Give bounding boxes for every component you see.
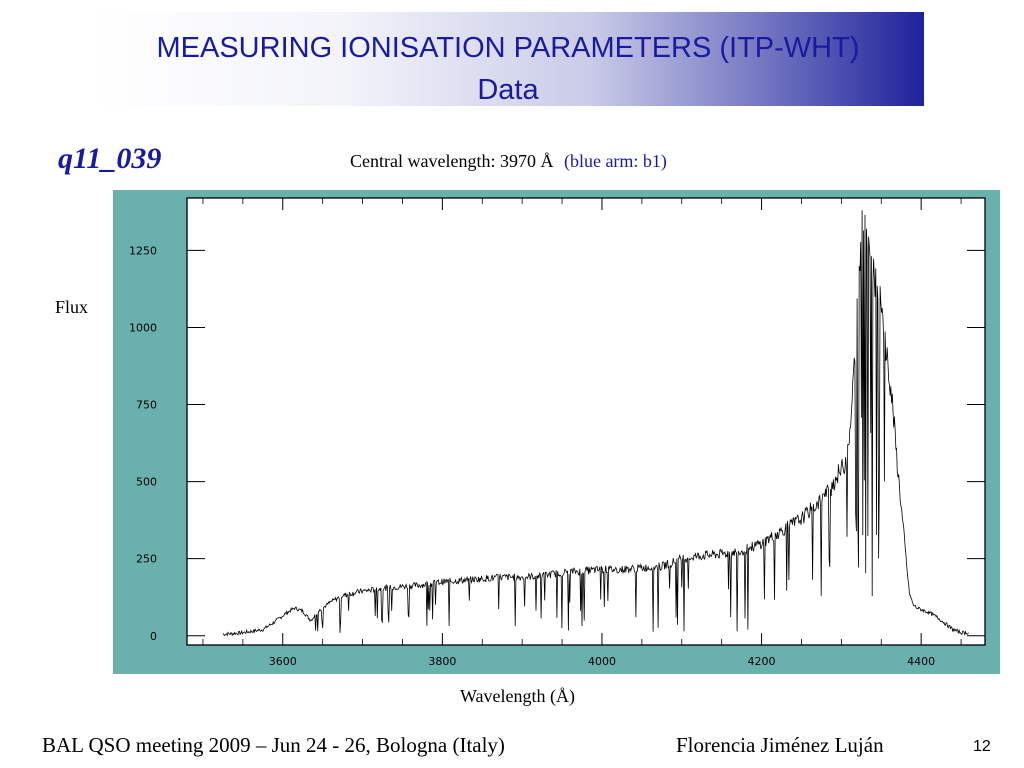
y-tick-label: 500 <box>136 476 157 489</box>
footer-author: Florencia Jiménez Luján <box>676 733 884 757</box>
x-axis-label: Wavelength (Å) <box>460 686 576 706</box>
spectrum-line <box>222 210 969 637</box>
arm-label: (blue arm: b1) <box>563 151 667 171</box>
slide-title: MEASURING IONISATION PARAMETERS (ITP-WHT… <box>156 32 860 64</box>
y-tick-label: 0 <box>150 630 157 643</box>
plot-area <box>186 197 986 646</box>
y-tick-label: 1250 <box>129 244 157 257</box>
title-banner: MEASURING IONISATION PARAMETERS (ITP-WHT… <box>92 12 924 106</box>
x-tick-label: 3800 <box>428 655 456 668</box>
x-tick-label: 4400 <box>907 655 935 668</box>
slide-subtitle: Data <box>477 74 539 106</box>
page-number: 12 <box>973 738 991 755</box>
y-axis-label: Flux <box>55 297 89 317</box>
y-tick-label: 250 <box>136 553 157 566</box>
spectrum-chart: 3600 3800 4000 4200 4400 0 250 500 750 1000 1250 <box>129 197 986 668</box>
y-tick-label: 1000 <box>129 321 157 334</box>
footer-meeting: BAL QSO meeting 2009 – Jun 24 - 26, Bolo… <box>42 733 505 757</box>
central-wavelength-text: Central wavelength: 3970 Å <box>350 151 554 171</box>
x-tick-label: 3600 <box>269 655 297 668</box>
x-tick-label: 4000 <box>588 655 616 668</box>
central-wavelength-caption: Central wavelength: 3970 Å (blue arm: b1… <box>350 151 667 172</box>
x-tick-label: 4200 <box>748 655 776 668</box>
object-name: q11_039 <box>58 142 162 175</box>
y-tick-label: 750 <box>136 399 157 412</box>
